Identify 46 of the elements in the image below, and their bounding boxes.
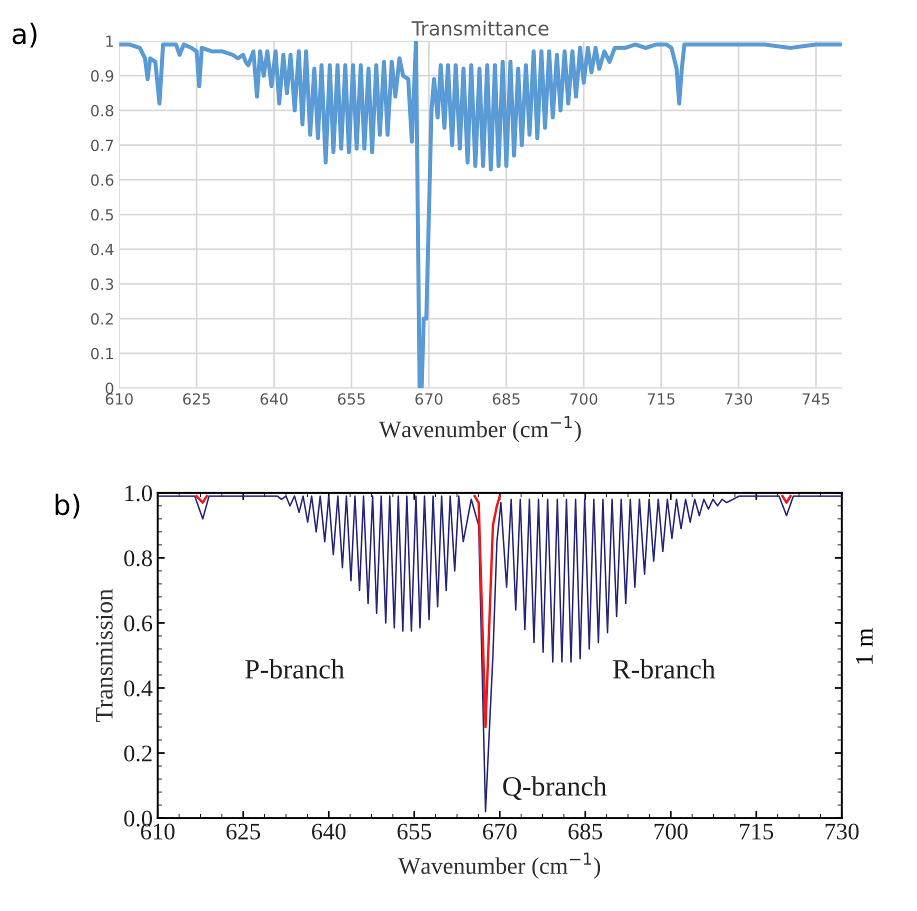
x-tick-label: 670 (415, 393, 442, 405)
y-tick-label: 0.6 (91, 174, 114, 186)
y-tick-label: 1.0 (125, 485, 152, 502)
y-tick-label: 0.6 (124, 615, 152, 632)
x-tick-label: 655 (338, 393, 365, 405)
x-axis-title: Wavenumber (cm$^{−1}$) (379, 416, 581, 442)
y-tick-label: 0.7 (91, 140, 114, 152)
text: 1 m (856, 628, 873, 664)
y-tick-label: 0 (106, 382, 114, 394)
x-tick-label: 640 (312, 824, 346, 840)
y-tick-label: 0.3 (91, 278, 114, 290)
y-tick-label: 1 (106, 36, 113, 47)
x-tick-label: 700 (570, 393, 598, 405)
x-tick-label: 730 (826, 824, 859, 840)
x-tick-label: 700 (654, 824, 688, 840)
annotation: R-branch (613, 659, 716, 679)
y-tick-label: 0.8 (124, 550, 152, 566)
y-tick-label: 0.8 (91, 104, 114, 116)
x-tick-label: 655 (398, 824, 432, 840)
line-series (158, 495, 842, 812)
y-axis-title: Transmission (96, 588, 113, 722)
text: b) (56, 494, 80, 519)
line-series (119, 40, 842, 388)
x-tick-label: 730 (725, 393, 752, 405)
annotation: P-branch (245, 659, 344, 679)
x-tick-label: 715 (740, 824, 774, 840)
x-tick-label: 685 (492, 393, 520, 405)
x-tick-label: 685 (568, 824, 602, 840)
x-tick-label: 745 (802, 393, 830, 405)
x-tick-label: 715 (648, 393, 674, 405)
annotation: Q-branch (503, 776, 607, 800)
x-axis-title: Wavenumber (cm$^{−1}$) (398, 852, 600, 879)
chart-title: Transmittance (412, 20, 548, 36)
y-tick-label: 0.9 (91, 70, 114, 82)
y-tick-label: 0.1 (91, 348, 113, 360)
y-tick-label: 0.2 (91, 313, 113, 325)
x-tick-label: 610 (106, 393, 133, 405)
x-tick-label: 640 (260, 393, 288, 405)
x-tick-label: 625 (183, 393, 210, 405)
text: a) (12, 22, 36, 48)
y-tick-label: 0.4 (124, 680, 152, 697)
x-tick-label: 670 (483, 824, 517, 840)
y-tick-label: 0.4 (91, 244, 114, 256)
y-tick-label: 0.5 (91, 209, 114, 221)
x-tick-label: 625 (226, 824, 260, 840)
y-tick-label: 0.2 (124, 746, 152, 762)
